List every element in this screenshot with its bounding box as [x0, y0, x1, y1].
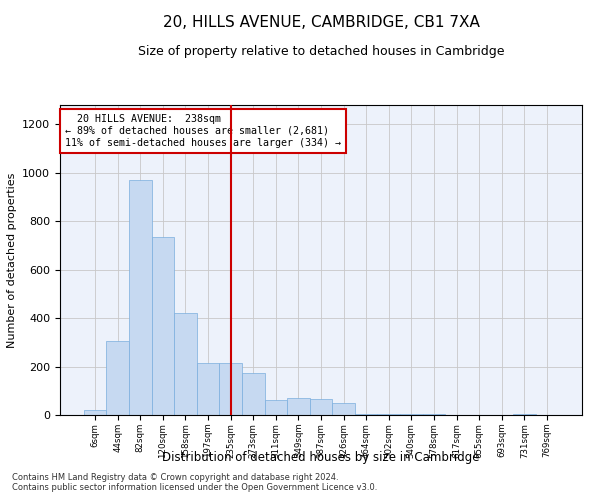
Bar [287, 398, 310, 415]
Bar [84, 410, 106, 415]
Text: Size of property relative to detached houses in Cambridge: Size of property relative to detached ho… [138, 45, 504, 58]
Text: 20, HILLS AVENUE, CAMBRIDGE, CB1 7XA: 20, HILLS AVENUE, CAMBRIDGE, CB1 7XA [163, 15, 479, 30]
Bar [355, 414, 377, 415]
Text: 20 HILLS AVENUE:  238sqm
← 89% of detached houses are smaller (2,681)
11% of sem: 20 HILLS AVENUE: 238sqm ← 89% of detache… [65, 114, 341, 148]
Bar [106, 341, 129, 415]
Bar [377, 414, 400, 415]
Bar [332, 403, 355, 415]
Bar [152, 237, 174, 415]
Bar [265, 400, 287, 415]
Bar [197, 363, 220, 415]
Bar [242, 372, 265, 415]
Text: Contains HM Land Registry data © Crown copyright and database right 2024.
Contai: Contains HM Land Registry data © Crown c… [12, 473, 377, 492]
Y-axis label: Number of detached properties: Number of detached properties [7, 172, 17, 348]
Bar [310, 400, 332, 415]
Bar [422, 414, 445, 415]
Bar [220, 363, 242, 415]
Bar [513, 414, 536, 415]
Bar [129, 180, 152, 415]
Text: Distribution of detached houses by size in Cambridge: Distribution of detached houses by size … [162, 451, 480, 464]
Bar [174, 314, 197, 415]
Bar [400, 414, 422, 415]
